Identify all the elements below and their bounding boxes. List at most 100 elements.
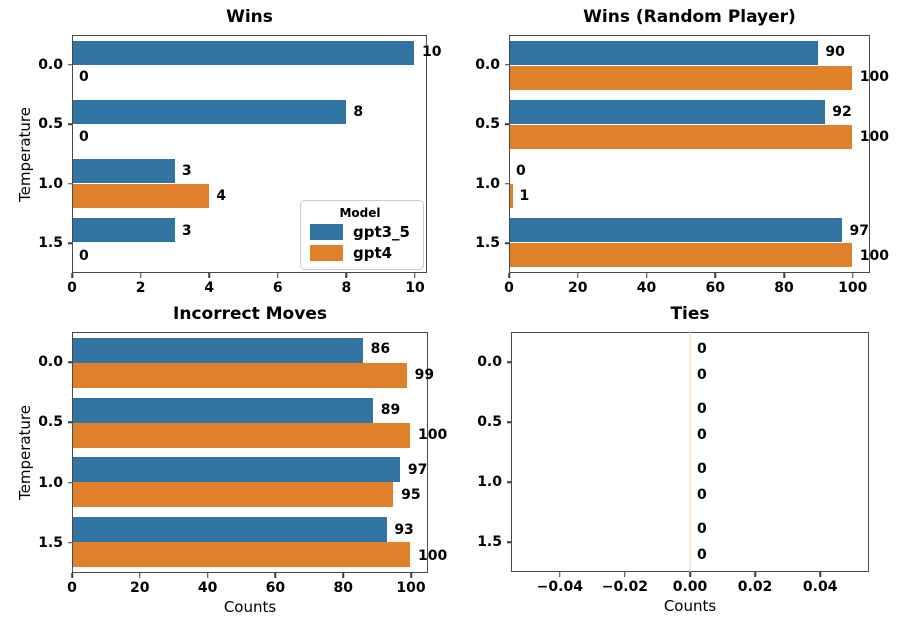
x-tick-label: 0.04	[802, 579, 838, 595]
x-tick-mark	[139, 273, 142, 278]
x-tick-mark	[754, 572, 756, 577]
y-axis-label: Temperature	[16, 106, 35, 202]
bar-gpt4-0.0	[73, 362, 407, 388]
bar-value-label: 90	[825, 44, 845, 61]
x-tick-mark	[410, 573, 412, 578]
x-tick-mark	[345, 273, 348, 278]
x-tick-label: 80	[774, 280, 794, 296]
x-tick-label: 4	[204, 280, 215, 296]
x-tick-label: 60	[705, 280, 726, 296]
x-tick-mark	[819, 572, 821, 577]
bar-value-label: 0	[697, 366, 707, 383]
bar-value-label: 95	[401, 487, 421, 504]
y-tick-label: 1.5	[475, 235, 500, 252]
legend-label: gpt4	[352, 243, 393, 262]
wins-plot-area	[72, 35, 427, 273]
x-tick-label: 100	[838, 280, 868, 296]
x-tick-mark	[274, 573, 277, 578]
y-tick-label: 0.5	[38, 414, 63, 431]
y-tick-label: 1.0	[38, 175, 63, 192]
x-tick-mark	[714, 273, 717, 278]
x-tick-mark	[577, 273, 579, 278]
bar-value-label: 0	[79, 69, 89, 86]
bar-value-label: 89	[380, 401, 401, 418]
bar-gpt4-0.5	[73, 422, 411, 448]
y-tick-label: 0.5	[38, 116, 63, 133]
bar-value-label: 100	[859, 128, 890, 145]
bar-value-label: 0	[697, 341, 707, 358]
y-tick-label: 0.0	[475, 56, 500, 73]
chart-title: Incorrect Moves	[173, 304, 327, 324]
legend-swatch-gpt4	[309, 244, 343, 261]
x-tick-label: 60	[265, 580, 286, 596]
bar-value-label: 3	[181, 163, 192, 180]
x-tick-mark	[139, 573, 141, 578]
bar-gpt3_5-0.0	[73, 337, 363, 363]
x-tick-mark	[508, 273, 510, 278]
legend-swatch-gpt3_5	[309, 224, 343, 241]
bar-gpt3_5-1.5	[73, 517, 387, 543]
bar-gpt4-1.0	[510, 183, 514, 209]
y-tick-mark	[67, 242, 72, 244]
bar-value-label: 10	[421, 44, 442, 61]
x-tick-mark	[206, 573, 209, 578]
bar-value-label: 8	[353, 103, 364, 120]
x-tick-mark	[277, 273, 279, 278]
bar-value-label: 0	[697, 401, 707, 418]
legend-title: Model	[339, 205, 381, 220]
x-tick-label: −0.04	[536, 579, 583, 595]
bar-value-label: 97	[849, 222, 869, 239]
x-tick-label: 20	[130, 580, 150, 596]
chart-title: Ties	[670, 304, 710, 324]
y-tick-label: 1.0	[477, 474, 502, 490]
x-tick-mark	[645, 273, 648, 278]
y-tick-mark	[67, 542, 72, 544]
bar-value-label: 100	[418, 547, 448, 564]
x-tick-mark	[208, 273, 210, 278]
bar-value-label: 100	[859, 69, 890, 86]
y-tick-mark	[506, 361, 511, 363]
x-axis-label: Counts	[223, 598, 277, 616]
y-tick-mark	[504, 123, 509, 125]
y-tick-label: 0.0	[477, 354, 502, 370]
bar-value-label: 100	[418, 427, 448, 444]
x-tick-mark	[624, 572, 626, 577]
legend: Model gpt3_5 gpt4	[299, 199, 424, 270]
y-tick-mark	[67, 183, 72, 185]
bar-gpt3_5-1.0	[73, 158, 176, 184]
y-tick-mark	[67, 361, 72, 363]
incorrect_moves-plot-area	[72, 332, 428, 573]
x-tick-label: 2	[135, 280, 146, 296]
wins_random-plot-area	[509, 35, 870, 273]
x-tick-label: −0.02	[601, 579, 649, 595]
y-tick-mark	[504, 242, 509, 244]
bar-value-label: 0	[516, 163, 526, 180]
legend-label: gpt3_5	[352, 223, 410, 241]
y-tick-label: 0.5	[477, 414, 502, 430]
y-tick-label: 1.5	[38, 534, 63, 551]
y-tick-label: 1.5	[38, 235, 63, 252]
legend-entry-gpt3_5: gpt3_5	[309, 223, 410, 241]
x-tick-label: 0	[67, 280, 77, 296]
y-tick-label: 0.5	[475, 116, 500, 133]
y-tick-label: 1.0	[475, 175, 500, 192]
x-tick-mark	[689, 572, 691, 577]
y-tick-label: 0.0	[38, 354, 63, 371]
subplot-incorrect-moves: Incorrect Moves Temperature Counts 0 20 40 60 8…	[17, 306, 448, 615]
x-tick-label: 8	[341, 280, 352, 296]
chart-title: Wins	[226, 7, 273, 27]
bar-value-label: 4	[216, 188, 226, 205]
x-tick-label: 80	[333, 580, 353, 596]
legend-entry-gpt4: gpt4	[309, 243, 410, 262]
x-tick-mark	[342, 573, 344, 578]
subplot-ties: Ties Counts −0.04 −0.02 0.00 0.02 0.04 0.0 0.5 1.…	[477, 306, 869, 614]
bar-value-label: 0	[697, 426, 707, 443]
y-tick-mark	[504, 183, 509, 185]
x-tick-label: 0.00	[672, 579, 708, 595]
y-tick-mark	[506, 481, 511, 483]
y-axis-label-wrap: Temperature	[17, 332, 35, 573]
x-tick-mark	[783, 273, 785, 278]
bar-gpt4-1.0	[73, 183, 210, 209]
bar-value-label: 3	[181, 222, 192, 239]
y-tick-mark	[67, 64, 72, 66]
